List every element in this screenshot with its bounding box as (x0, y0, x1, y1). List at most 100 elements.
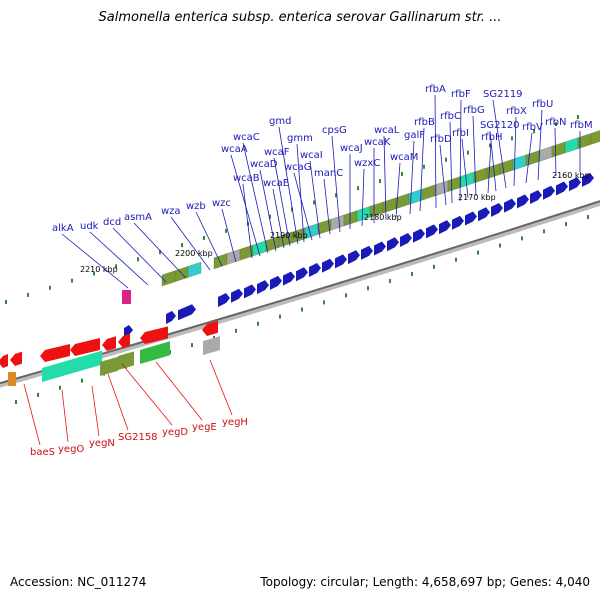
forward-cds-arrow (400, 232, 412, 247)
forward-cds-arrow (124, 325, 133, 339)
cog-box (382, 197, 397, 214)
forward-cds-arrow (387, 237, 399, 252)
label-leader-line (91, 385, 100, 437)
cog-box (538, 146, 553, 162)
forward-cds-arrow (491, 202, 503, 217)
tick-label: 2200 kbp (175, 249, 213, 258)
gene-label-wcam: wcaM (390, 152, 418, 163)
label-leader-line (89, 231, 149, 286)
gene-label-alka: alkA (52, 223, 74, 234)
gene-label-rfbn: rfbN (545, 117, 566, 128)
forward-cds-arrow (283, 271, 295, 286)
label-leader-line (221, 208, 237, 263)
cog-box (343, 210, 358, 227)
label-leader-line (293, 172, 313, 241)
label-leader-line (170, 216, 211, 271)
gene-label-yege: yegE (192, 422, 217, 433)
gene-label-galf: galF (404, 130, 425, 141)
cog-box (140, 341, 170, 364)
forward-cds-arrow (439, 220, 451, 235)
gene-label-dcd: dcd (103, 217, 121, 228)
gene-label-rfbb: rfbB (414, 117, 435, 128)
gene-label-udk: udk (80, 221, 99, 232)
cog-box (434, 180, 449, 197)
gene-label-yegd: yegD (162, 427, 188, 438)
tick-dashes (5, 115, 589, 404)
gene-label-wcaa: wcaA (221, 144, 248, 155)
label-leader-line (323, 178, 331, 235)
forward-cds-arrow (543, 185, 555, 200)
forward-cds-track (124, 172, 594, 339)
gene-label-yego: yegO (58, 444, 84, 455)
gene-label-wcak: wcaK (364, 137, 391, 148)
gene-label-rfba: rfbA (425, 84, 446, 95)
label-leader-line (155, 361, 203, 421)
forward-cds-arrow (166, 310, 176, 325)
gene-label-wzc: wzc (212, 198, 231, 209)
gene-label-rfbh: rfbH (481, 132, 503, 143)
cog-track (8, 130, 600, 386)
label-leader-line (409, 140, 415, 215)
label-leader-line (492, 99, 507, 189)
label-leader-line (472, 115, 477, 197)
gene-label-wza: wza (161, 206, 181, 217)
gene-label-wcag: wcaG (284, 162, 312, 173)
tick-labels: 2210 kbp 2200 kbp 2190 kbp 2180 kbp 2170 kbp… (80, 171, 590, 274)
label-leader-line (230, 154, 261, 257)
label-leader-line (259, 169, 277, 252)
gene-label-rfbf: rfbF (451, 89, 471, 100)
cog-box (460, 171, 475, 188)
label-leader-line (273, 157, 291, 247)
gene-label-gmm: gmm (287, 133, 313, 144)
gene-label-wcae: wcaE (263, 178, 289, 189)
gene-label-wcai: wcaI (300, 150, 323, 161)
gene-label-yegn: yegN (89, 438, 115, 449)
label-leader-line (419, 127, 425, 212)
reverse-cds-arrow (70, 338, 100, 356)
gene-label-sg2119: SG2119 (483, 89, 523, 100)
cog-box (564, 137, 579, 154)
cog-box (421, 184, 436, 201)
label-leader-line (434, 94, 437, 209)
gene-label-rfbv: rfbV (522, 122, 543, 133)
gene-label-rfbx: rfbX (506, 106, 527, 117)
label-leader-line (61, 389, 69, 443)
gene-label-cpsg: cpsG (322, 125, 347, 136)
gene-label-rfbm: rfbM (570, 120, 593, 131)
forward-cds-arrow (270, 275, 282, 290)
gene-label-baes: baeS (30, 447, 55, 458)
label-leader-line (395, 162, 401, 218)
gene-label-rfbu: rfbU (532, 99, 553, 110)
label-leader-line (209, 359, 233, 416)
tick-label: 2160 kbp (552, 171, 590, 180)
cog-box (551, 141, 566, 158)
tick-label: 2210 kbp (80, 265, 118, 274)
label-leader-line (121, 363, 173, 426)
gene-label-rfbd: rfbD (430, 134, 452, 145)
forward-cds-arrow (374, 241, 386, 256)
cog-box (42, 350, 102, 382)
tick-label: 2170 kbp (458, 193, 496, 202)
forward-cds-arrow (309, 263, 321, 277)
reverse-cds-arrow (140, 326, 168, 344)
label-leader-line (331, 135, 341, 233)
label-leader-line (525, 132, 533, 184)
reverse-cds-arrow (118, 333, 130, 348)
label-leader-line (487, 142, 492, 194)
forward-cds-arrow (504, 198, 516, 213)
cog-box (122, 290, 131, 304)
label-leader-line (242, 183, 253, 259)
topology-text: Topology: circular; Length: 4,658,697 bp… (260, 575, 590, 589)
label-leader-line (278, 126, 299, 245)
gene-label-rfbi: rfbI (452, 128, 469, 139)
forward-cds-arrow (413, 228, 425, 243)
reverse-cds-arrow (202, 320, 218, 336)
forward-cds-arrow (335, 254, 347, 269)
cog-box (187, 261, 202, 278)
gene-label-wzxc: wzxC (354, 158, 380, 169)
gene-label-wcac: wcaC (233, 132, 260, 143)
forward-cds-arrow (478, 207, 490, 222)
